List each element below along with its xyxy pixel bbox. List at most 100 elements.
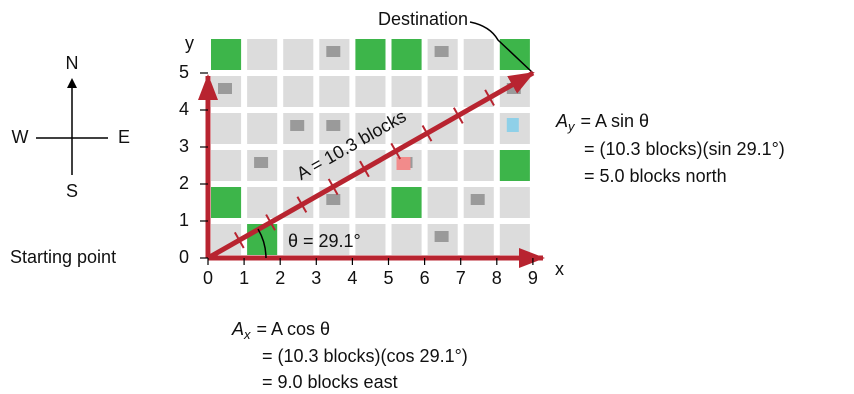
y-tick-label: 2	[179, 173, 189, 193]
west-label: W	[12, 127, 29, 147]
building	[218, 83, 232, 94]
city-block	[247, 113, 278, 144]
building	[326, 120, 341, 131]
axis-ticks: 0 1 2 3 4 5 6 7 8 9 0 1 2 3 4 5	[179, 62, 538, 288]
city-block	[391, 224, 422, 255]
building	[254, 157, 269, 168]
city-block	[499, 224, 530, 255]
city-block	[391, 187, 422, 218]
city-block	[211, 39, 242, 70]
ay-line: = (10.3 blocks)(sin 29.1°)	[584, 139, 785, 159]
compass: N W E S	[12, 53, 131, 201]
city-block	[355, 187, 386, 218]
vector-hash	[484, 89, 495, 107]
city-block	[355, 76, 386, 107]
city-block	[427, 76, 458, 107]
city-block	[211, 113, 242, 144]
city-blocks	[211, 39, 530, 255]
east-label: E	[118, 127, 130, 147]
ax-line: = (10.3 blocks)(cos 29.1°)	[262, 346, 468, 366]
city-block	[427, 187, 458, 218]
city-block	[391, 39, 422, 70]
building	[434, 46, 449, 57]
vector-hash	[233, 231, 245, 249]
city-block	[283, 39, 314, 70]
y-tick-label: 4	[179, 99, 189, 119]
x-tick-label: 3	[311, 268, 321, 288]
vector-hash	[421, 125, 433, 142]
city-block	[247, 187, 278, 218]
y-tick-label: 3	[179, 136, 189, 156]
city-block	[283, 224, 314, 255]
ay-line: = 5.0 blocks north	[584, 166, 727, 186]
city-block	[211, 187, 242, 218]
city-block	[463, 150, 494, 181]
city-block	[355, 39, 386, 70]
y-tick-label: 1	[179, 210, 189, 230]
city-block	[319, 76, 350, 107]
city-block	[463, 113, 494, 144]
south-label: S	[66, 181, 78, 201]
ax-symbol: A	[231, 319, 244, 339]
city-block	[283, 76, 314, 107]
y-tick-label: 0	[179, 247, 189, 267]
vector-a	[206, 70, 535, 261]
building	[326, 46, 341, 57]
ay-symbol: A	[555, 111, 568, 131]
ax-line: = A cos θ	[257, 319, 331, 339]
building	[326, 194, 341, 205]
city-block	[211, 150, 242, 181]
destination-label: Destination	[378, 9, 468, 29]
angle-label: θ = 29.1°	[288, 231, 361, 251]
vector-hash	[359, 160, 370, 178]
city-block	[463, 39, 494, 70]
y-axis-label: y	[185, 33, 194, 53]
vector-hash	[327, 178, 339, 196]
vector-hash	[265, 214, 276, 231]
city-block	[427, 150, 458, 181]
building	[434, 231, 449, 242]
x-tick-label: 4	[347, 268, 357, 288]
ay-line: = A sin θ	[581, 111, 650, 131]
building	[506, 118, 519, 132]
x-tick-label: 0	[203, 268, 213, 288]
city-block	[319, 150, 350, 181]
ay-first-line: Ay = A sin θ	[555, 111, 649, 135]
city-block	[247, 39, 278, 70]
city-block	[391, 76, 422, 107]
start-label: Starting point	[10, 247, 116, 267]
city-block	[283, 150, 314, 181]
city-block	[463, 224, 494, 255]
x-tick-label: 7	[456, 268, 466, 288]
ax-subscript: x	[243, 327, 251, 342]
building	[470, 194, 485, 205]
city-block	[355, 113, 386, 144]
x-tick-label: 1	[239, 268, 249, 288]
ay-subscript: y	[567, 119, 576, 134]
ax-line: = 9.0 blocks east	[262, 372, 398, 392]
ax-first-line: Ax = A cos θ	[231, 319, 330, 343]
ay-equation: Ay = A sin θ = (10.3 blocks)(sin 29.1°) =…	[555, 111, 785, 186]
city-block	[319, 224, 350, 255]
building	[290, 120, 305, 131]
destination-leader	[469, 21, 534, 74]
x-tick-label: 2	[275, 268, 285, 288]
x-tick-label: 9	[528, 268, 538, 288]
city-block	[247, 76, 278, 107]
ax-equation: Ax = A cos θ = (10.3 blocks)(cos 29.1°) =…	[231, 319, 468, 392]
x-tick-label: 8	[492, 268, 502, 288]
angle-arc	[257, 228, 267, 259]
vector-hash	[452, 107, 464, 124]
city-block	[499, 150, 530, 181]
building	[396, 157, 411, 170]
vector-hash	[390, 142, 402, 160]
north-label: N	[66, 53, 79, 73]
vector-hash	[296, 196, 308, 213]
y-tick-label: 5	[179, 62, 189, 82]
city-block	[499, 187, 530, 218]
x-tick-label: 5	[383, 268, 393, 288]
city-block	[355, 224, 386, 255]
x-tick-label: 6	[420, 268, 430, 288]
x-axis-label: x	[555, 259, 564, 279]
